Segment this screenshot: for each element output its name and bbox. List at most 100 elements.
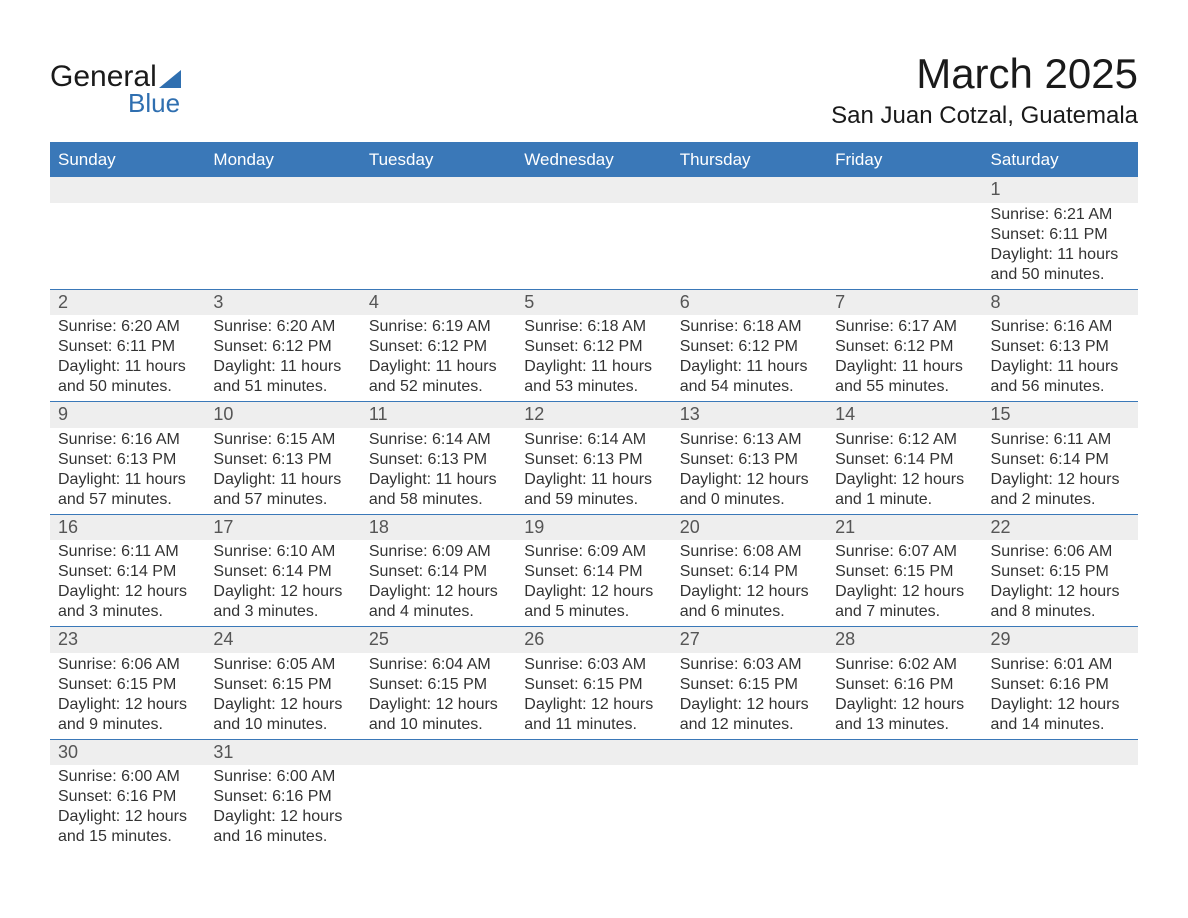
- day-number: 27: [672, 627, 827, 653]
- daylight-text-1: Daylight: 11 hours: [369, 357, 508, 377]
- sunset-text: Sunset: 6:13 PM: [369, 450, 508, 470]
- day-number: 24: [205, 627, 360, 653]
- day-cell: Sunrise: 6:12 AMSunset: 6:14 PMDaylight:…: [827, 428, 982, 515]
- col-friday: Friday: [827, 143, 982, 177]
- day-cell: Sunrise: 6:04 AMSunset: 6:15 PMDaylight:…: [361, 653, 516, 740]
- daylight-text-2: and 5 minutes.: [524, 602, 663, 622]
- sunrise-text: Sunrise: 6:09 AM: [524, 542, 663, 562]
- sunset-text: Sunset: 6:15 PM: [369, 675, 508, 695]
- daylight-text-2: and 7 minutes.: [835, 602, 974, 622]
- day-number: [50, 177, 205, 203]
- daylight-text-2: and 0 minutes.: [680, 490, 819, 510]
- sunrise-text: Sunrise: 6:15 AM: [213, 430, 352, 450]
- day-number: 7: [827, 289, 982, 315]
- sunrise-text: Sunrise: 6:00 AM: [213, 767, 352, 787]
- day-number: 1: [983, 177, 1138, 203]
- logo-word2: Blue: [128, 88, 180, 119]
- day-cell: Sunrise: 6:20 AMSunset: 6:11 PMDaylight:…: [50, 315, 205, 402]
- daylight-text-2: and 50 minutes.: [58, 377, 197, 397]
- sunset-text: Sunset: 6:12 PM: [213, 337, 352, 357]
- sunset-text: Sunset: 6:12 PM: [524, 337, 663, 357]
- day-cell: Sunrise: 6:09 AMSunset: 6:14 PMDaylight:…: [361, 540, 516, 627]
- sunset-text: Sunset: 6:16 PM: [213, 787, 352, 807]
- day-cell: [983, 765, 1138, 851]
- day-number: [827, 177, 982, 203]
- sunset-text: Sunset: 6:12 PM: [680, 337, 819, 357]
- day-number: 31: [205, 739, 360, 765]
- daylight-text-1: Daylight: 12 hours: [680, 582, 819, 602]
- sunrise-text: Sunrise: 6:07 AM: [835, 542, 974, 562]
- content-row: Sunrise: 6:16 AM Sunset: 6:13 PM Daylight:…: [50, 428, 1138, 515]
- day-cell: Sunrise: 6:14 AMSunset: 6:13 PMDaylight:…: [361, 428, 516, 515]
- sunrise-text: Sunrise: 6:01 AM: [991, 655, 1130, 675]
- day-number: 26: [516, 627, 671, 653]
- sunset-text: Sunset: 6:15 PM: [524, 675, 663, 695]
- daylight-text-1: Daylight: 11 hours: [680, 357, 819, 377]
- sunrise-text: Sunrise: 6:18 AM: [680, 317, 819, 337]
- sunrise-text: Sunrise: 6:04 AM: [369, 655, 508, 675]
- day-cell: Sunrise: 6:00 AMSunset: 6:16 PMDaylight:…: [205, 765, 360, 851]
- day-cell: Sunrise: 6:02 AMSunset: 6:16 PMDaylight:…: [827, 653, 982, 740]
- daylight-text-2: and 11 minutes.: [524, 715, 663, 735]
- day-cell: Sunrise: 6:18 AMSunset: 6:12 PMDaylight:…: [516, 315, 671, 402]
- daylight-text-2: and 8 minutes.: [991, 602, 1130, 622]
- daynum-row: 9101112131415: [50, 402, 1138, 428]
- daylight-text-2: and 6 minutes.: [680, 602, 819, 622]
- day-number: 14: [827, 402, 982, 428]
- day-cell: Sunrise: 6:06 AMSunset: 6:15 PMDaylight:…: [50, 653, 205, 740]
- daylight-text-2: and 13 minutes.: [835, 715, 974, 735]
- day-number: 18: [361, 514, 516, 540]
- col-saturday: Saturday: [983, 143, 1138, 177]
- day-number: 21: [827, 514, 982, 540]
- sunset-text: Sunset: 6:11 PM: [991, 225, 1130, 245]
- sunset-text: Sunset: 6:15 PM: [58, 675, 197, 695]
- day-number: 22: [983, 514, 1138, 540]
- daylight-text-2: and 14 minutes.: [991, 715, 1130, 735]
- daylight-text-2: and 9 minutes.: [58, 715, 197, 735]
- day-number: 10: [205, 402, 360, 428]
- sunrise-text: Sunrise: 6:11 AM: [58, 542, 197, 562]
- col-wednesday: Wednesday: [516, 143, 671, 177]
- daylight-text-2: and 12 minutes.: [680, 715, 819, 735]
- daylight-text-2: and 2 minutes.: [991, 490, 1130, 510]
- day-cell: Sunrise: 6:09 AMSunset: 6:14 PMDaylight:…: [516, 540, 671, 627]
- day-number: [361, 739, 516, 765]
- day-cell: Sunrise: 6:15 AMSunset: 6:13 PMDaylight:…: [205, 428, 360, 515]
- daylight-text-1: Daylight: 11 hours: [835, 357, 974, 377]
- daylight-text-2: and 53 minutes.: [524, 377, 663, 397]
- daylight-text-1: Daylight: 12 hours: [991, 470, 1130, 490]
- daylight-text-2: and 59 minutes.: [524, 490, 663, 510]
- sunrise-text: Sunrise: 6:14 AM: [524, 430, 663, 450]
- day-number: [983, 739, 1138, 765]
- sunset-text: Sunset: 6:13 PM: [680, 450, 819, 470]
- day-number: [672, 177, 827, 203]
- sunset-text: Sunset: 6:14 PM: [680, 562, 819, 582]
- day-cell: Sunrise: 6:13 AMSunset: 6:13 PMDaylight:…: [672, 428, 827, 515]
- daylight-text-1: Daylight: 12 hours: [213, 695, 352, 715]
- calendar-table: Sunday Monday Tuesday Wednesday Thursday…: [50, 142, 1138, 851]
- sunrise-text: Sunrise: 6:03 AM: [524, 655, 663, 675]
- title-block: March 2025 San Juan Cotzal, Guatemala: [831, 50, 1138, 130]
- day-cell: Sunrise: 6:21 AMSunset: 6:11 PMDaylight:…: [983, 203, 1138, 290]
- sunrise-text: Sunrise: 6:02 AM: [835, 655, 974, 675]
- sunset-text: Sunset: 6:16 PM: [835, 675, 974, 695]
- sunrise-text: Sunrise: 6:16 AM: [58, 430, 197, 450]
- daylight-text-1: Daylight: 11 hours: [58, 470, 197, 490]
- header: General Blue March 2025 San Juan Cotzal,…: [50, 50, 1138, 130]
- sunset-text: Sunset: 6:14 PM: [835, 450, 974, 470]
- logo-triangle-icon: [159, 70, 181, 88]
- sunrise-text: Sunrise: 6:06 AM: [991, 542, 1130, 562]
- day-number: 12: [516, 402, 671, 428]
- content-row: Sunrise: 6:06 AMSunset: 6:15 PMDaylight:…: [50, 653, 1138, 740]
- day-number: 30: [50, 739, 205, 765]
- day-number: [516, 739, 671, 765]
- sunrise-text: Sunrise: 6:19 AM: [369, 317, 508, 337]
- daylight-text-2: and 50 minutes.: [991, 265, 1130, 285]
- daynum-row: 1: [50, 177, 1138, 203]
- day-cell: Sunrise: 6:03 AMSunset: 6:15 PMDaylight:…: [516, 653, 671, 740]
- sunrise-text: Sunrise: 6:20 AM: [58, 317, 197, 337]
- sunset-text: Sunset: 6:14 PM: [58, 562, 197, 582]
- day-number: 25: [361, 627, 516, 653]
- daylight-text-2: and 3 minutes.: [58, 602, 197, 622]
- sunset-text: Sunset: 6:14 PM: [213, 562, 352, 582]
